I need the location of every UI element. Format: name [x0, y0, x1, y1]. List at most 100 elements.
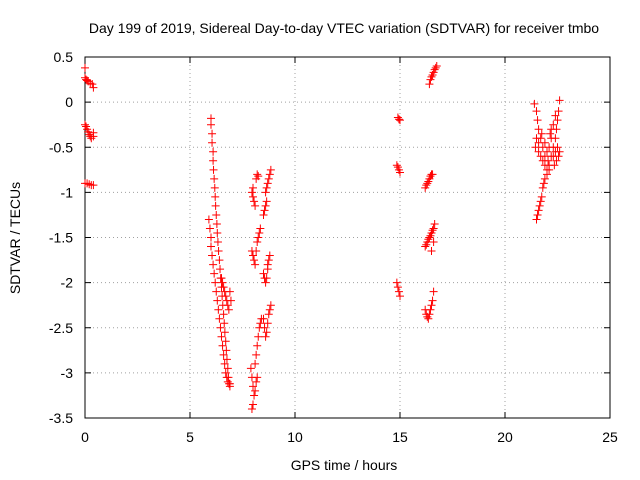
- data-point: [85, 180, 94, 189]
- data-point: [259, 314, 268, 323]
- data-point: [421, 242, 430, 251]
- data-point: [222, 346, 231, 355]
- data-point: [540, 138, 549, 147]
- data-point: [204, 215, 213, 224]
- data-point: [255, 228, 264, 237]
- data-point: [252, 350, 261, 359]
- data-point: [263, 179, 272, 188]
- data-point: [261, 201, 270, 210]
- data-point: [249, 382, 257, 391]
- x-tick-label: 20: [497, 429, 513, 445]
- data-point: [534, 147, 543, 156]
- data-points: [81, 62, 564, 413]
- chart-title: Day 199 of 2019, Sidereal Day-to-day VTE…: [89, 20, 599, 36]
- data-point: [550, 161, 559, 170]
- y-tick-label: -1.5: [49, 230, 73, 246]
- y-tick-label: -3: [61, 365, 74, 381]
- data-point: [205, 224, 214, 233]
- data-point: [209, 165, 218, 174]
- data-point: [213, 238, 222, 247]
- x-tick-label: 5: [186, 429, 194, 445]
- data-point: [251, 260, 260, 269]
- data-point: [226, 296, 235, 305]
- data-point: [260, 323, 269, 332]
- data-point: [428, 296, 437, 305]
- data-point: [430, 65, 439, 74]
- data-point: [249, 183, 257, 192]
- data-point: [430, 219, 439, 228]
- data-point: [265, 251, 274, 260]
- data-point: [212, 219, 221, 228]
- data-point: [533, 116, 542, 125]
- grid-lines: [85, 57, 610, 418]
- data-point: [212, 287, 221, 296]
- data-point: [553, 116, 562, 125]
- data-point: [266, 301, 275, 310]
- data-point: [265, 170, 274, 179]
- x-tick-label: 15: [392, 429, 408, 445]
- data-point: [215, 314, 224, 323]
- data-point: [554, 152, 563, 161]
- data-point: [537, 192, 546, 201]
- data-point: [531, 143, 540, 152]
- data-point: [246, 364, 255, 373]
- data-point: [81, 120, 89, 129]
- data-point: [393, 283, 402, 292]
- y-tick-label: 0.5: [54, 49, 74, 65]
- data-point: [532, 215, 541, 224]
- data-point: [211, 278, 220, 287]
- data-point: [251, 359, 260, 368]
- data-point: [210, 174, 219, 183]
- data-point: [208, 138, 217, 147]
- x-axis-label: GPS time / hours: [291, 457, 398, 473]
- data-point: [82, 75, 91, 84]
- data-point: [252, 377, 261, 386]
- data-point: [87, 134, 96, 143]
- data-point: [261, 332, 270, 341]
- data-point: [429, 238, 438, 247]
- data-point: [428, 170, 437, 179]
- data-point: [427, 247, 436, 256]
- data-point: [394, 287, 403, 296]
- data-point: [537, 129, 546, 138]
- data-point: [555, 147, 564, 156]
- data-point: [426, 172, 435, 181]
- y-tick-label: -1: [61, 184, 74, 200]
- data-point: [547, 134, 556, 143]
- data-point: [262, 183, 271, 192]
- data-point: [263, 260, 272, 269]
- data-point: [538, 183, 547, 192]
- data-point: [249, 192, 257, 201]
- data-point: [251, 386, 260, 395]
- data-point: [223, 364, 232, 373]
- data-point: [425, 233, 434, 242]
- data-point: [208, 129, 217, 138]
- data-point: [261, 278, 270, 287]
- data-point: [425, 80, 434, 89]
- data-point: [424, 314, 433, 323]
- data-point: [221, 368, 230, 377]
- data-point: [250, 197, 259, 206]
- data-point: [81, 63, 89, 72]
- data-point: [85, 130, 94, 139]
- data-point: [251, 201, 260, 210]
- data-point: [89, 132, 98, 141]
- data-point: [253, 373, 262, 382]
- data-point: [535, 201, 544, 210]
- data-point: [216, 265, 225, 274]
- data-point: [545, 143, 554, 152]
- data-point: [252, 247, 261, 256]
- data-point: [211, 201, 220, 210]
- data-point: [432, 62, 441, 71]
- data-point: [546, 129, 555, 138]
- data-point: [218, 341, 227, 350]
- data-point: [264, 174, 273, 183]
- data-point: [429, 287, 438, 296]
- data-point: [256, 224, 265, 233]
- data-point: [532, 107, 541, 116]
- data-point: [88, 80, 97, 89]
- data-point: [392, 161, 401, 170]
- data-point: [220, 359, 229, 368]
- axis-ticks: 0 5 10 15 20 25 0.5 0 -0.5 -1 -1.5 -2 -2.5 -3 -3.5: [49, 49, 618, 445]
- data-point: [552, 156, 561, 165]
